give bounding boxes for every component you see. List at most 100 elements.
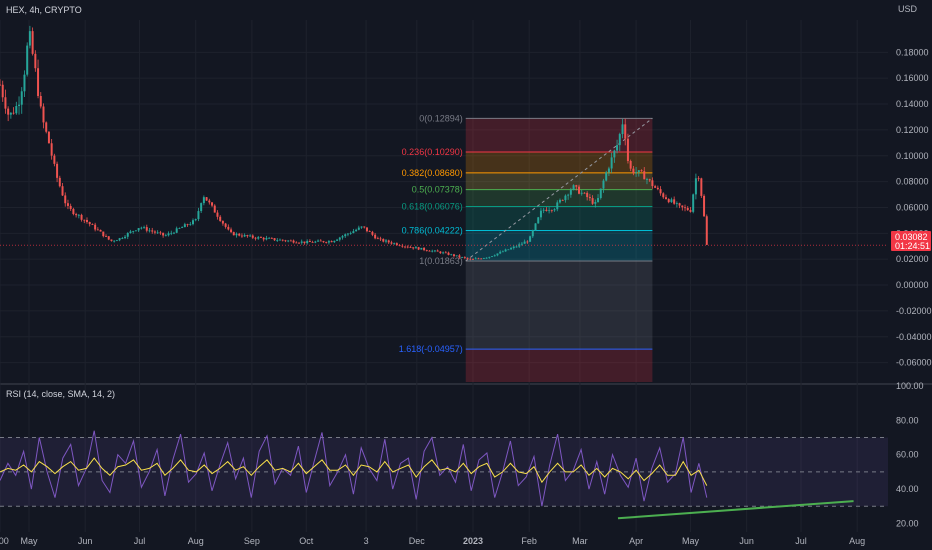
candle-body — [281, 239, 284, 241]
candle-body — [393, 243, 396, 245]
candle-body — [143, 227, 146, 228]
candle-body — [621, 124, 624, 135]
candle-body — [134, 230, 137, 232]
candle-body — [607, 168, 610, 173]
candle-body — [561, 199, 564, 201]
candle-body — [662, 193, 665, 198]
candle-body — [118, 238, 121, 241]
fib-zone — [465, 230, 653, 261]
candle-body — [624, 124, 627, 139]
rsi-tick-label: 40.00 — [896, 484, 919, 494]
candle-body — [0, 84, 1, 86]
candle-body — [697, 178, 700, 180]
candle-body — [376, 238, 379, 240]
candle-body — [45, 122, 48, 132]
candle-body — [703, 195, 706, 217]
candle-body — [553, 209, 556, 211]
candle-body — [327, 241, 330, 243]
candle-body — [284, 240, 287, 242]
candle-body — [254, 237, 257, 239]
candle-body — [219, 216, 222, 221]
candle-body — [338, 237, 341, 240]
candle-body — [12, 112, 15, 114]
candle-body — [539, 210, 542, 218]
price-tag-countdown: 01:24:51 — [895, 241, 930, 251]
candle-body — [355, 229, 358, 232]
candle-body — [262, 237, 265, 240]
candle-body — [357, 227, 360, 230]
candle-body — [132, 231, 135, 232]
price-tick-label: 0.14000 — [896, 99, 929, 109]
candle-body — [444, 252, 447, 254]
candle-body — [395, 243, 398, 246]
rsi-tick-label: 60.00 — [896, 450, 919, 460]
candle-body — [20, 91, 23, 105]
candle-body — [175, 228, 178, 233]
candle-body — [102, 231, 105, 237]
candle-body — [558, 199, 561, 203]
candle-layer — [0, 25, 888, 261]
grid-layer — [0, 20, 932, 532]
candle-body — [542, 209, 545, 211]
candle-body — [183, 224, 186, 228]
candle-body — [238, 233, 241, 236]
candle-body — [412, 247, 415, 249]
candle-body — [124, 236, 127, 239]
candle-body — [110, 239, 113, 241]
candle-body — [192, 220, 195, 225]
candle-body — [26, 45, 29, 75]
candle-body — [591, 198, 594, 204]
candle-body — [493, 255, 496, 257]
candle-body — [643, 171, 646, 180]
fib-level-label: 0(0.12894) — [419, 113, 463, 123]
candle-body — [423, 247, 426, 251]
candle-body — [654, 186, 657, 188]
candle-body — [94, 224, 97, 230]
candle-body — [640, 170, 643, 172]
time-tick-label: 2023 — [463, 536, 483, 546]
candle-body — [69, 205, 72, 209]
candle-body — [221, 220, 224, 224]
candle-body — [507, 249, 510, 251]
candle-body — [178, 228, 181, 229]
candle-body — [613, 150, 616, 158]
candle-body — [667, 199, 670, 203]
time-tick-label: Apr — [629, 536, 643, 546]
candle-body — [208, 200, 211, 203]
candle-body — [365, 227, 368, 232]
candle-body — [529, 236, 532, 242]
fib-zone — [465, 349, 653, 382]
candle-body — [194, 219, 197, 221]
candle-body — [251, 235, 254, 238]
candle-body — [23, 74, 26, 92]
candle-body — [91, 224, 94, 225]
candle-body — [287, 240, 290, 242]
candle-body — [439, 251, 442, 254]
candle-body — [545, 209, 548, 211]
candle-body — [314, 241, 317, 243]
rsi-tick-label: 20.00 — [896, 518, 919, 528]
fib-zone — [465, 172, 653, 190]
candle-body — [273, 238, 276, 241]
candle-body — [1, 84, 4, 98]
candle-body — [629, 160, 632, 169]
candle-body — [523, 241, 526, 244]
candle-body — [330, 241, 333, 243]
candle-body — [230, 229, 233, 233]
candle-body — [485, 257, 488, 259]
candle-body — [96, 229, 99, 231]
candle-body — [292, 240, 295, 243]
candle-body — [140, 227, 143, 229]
candle-body — [72, 208, 75, 215]
candle-body — [205, 197, 208, 201]
candle-body — [461, 257, 464, 258]
candle-body — [172, 232, 175, 234]
fib-level-label: 1.618(-0.04957) — [399, 344, 463, 354]
fib-zone — [465, 118, 653, 153]
candle-body — [632, 168, 635, 173]
rsi-title: RSI (14, close, SMA, 14, 2) — [6, 389, 115, 399]
candle-body — [681, 205, 684, 208]
candle-body — [289, 240, 292, 242]
fib-zone — [465, 206, 653, 231]
candle-body — [349, 233, 352, 234]
